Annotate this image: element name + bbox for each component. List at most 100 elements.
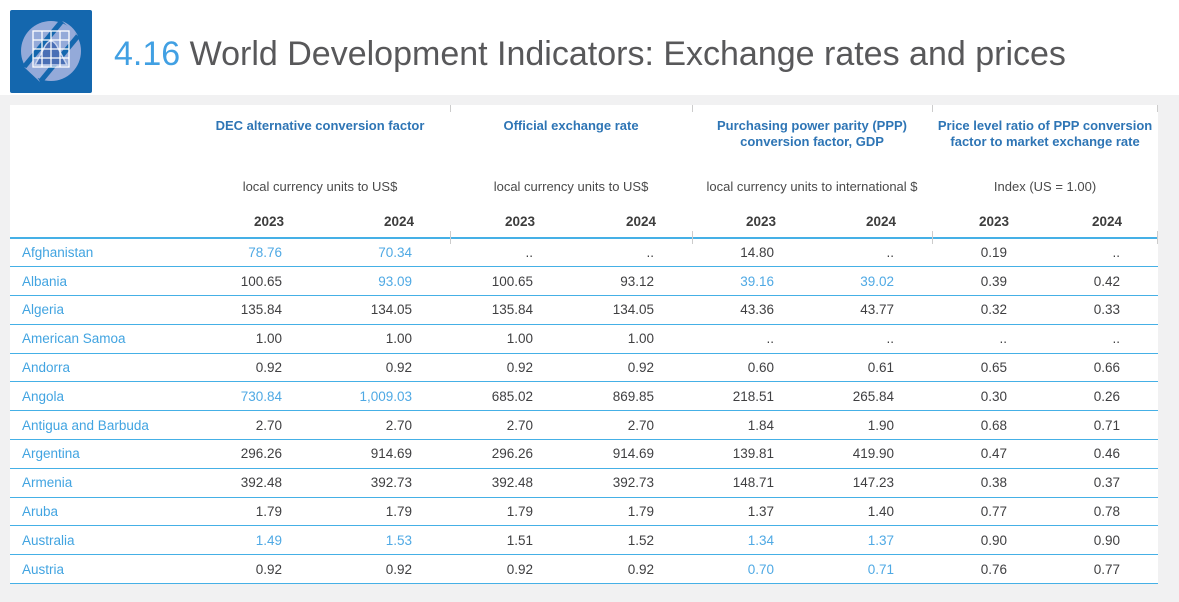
value-cell: 0.66 [1045,353,1159,383]
country-link[interactable]: Algeria [22,302,65,318]
page-title: 4.16 World Development Indicators: Excha… [114,36,1066,72]
value-cell: .. [1045,238,1159,268]
value-cell: 0.70 [692,554,813,585]
country-cell: Antigua and Barbuda [10,410,190,441]
value-cell: 914.69 [320,439,451,469]
country-link[interactable]: Austria [22,561,65,577]
value-cell: .. [1045,324,1159,354]
value-cell: 0.26 [1045,381,1159,412]
value-cell: 0.78 [1045,497,1159,527]
value-cell: 0.61 [812,353,933,383]
value-cell: 100.65 [190,266,320,297]
value-cell: 0.37 [1045,468,1159,498]
indicator-table-card: DEC alternative conversion factor Offici… [10,105,1159,585]
column-separator-tick [692,105,693,112]
value-cell: 100.65 [450,266,572,297]
country-cell: Australia [10,525,190,556]
value-cell: 1.51 [450,525,572,556]
country-link[interactable]: Afghanistan [22,245,94,261]
value-cell: 0.92 [320,554,451,585]
country-link[interactable]: Argentina [22,446,80,462]
country-cell: Albania [10,266,190,297]
column-separator-tick [692,231,693,244]
group-title-official-exchange-rate[interactable]: Official exchange rate [503,118,639,133]
country-link[interactable]: Armenia [22,475,73,491]
unit-label-ppp: local currency units to international $ [706,178,918,194]
indicator-table: DEC alternative conversion factor Offici… [10,105,1159,585]
group-title-dec-conversion-factor[interactable]: DEC alternative conversion factor [215,118,425,133]
country-link[interactable]: Australia [22,532,75,548]
unit-label-oer: local currency units to US$ [493,178,649,194]
value-cell: 0.38 [932,468,1046,498]
value-cell: 1.37 [812,525,933,556]
table-body: Afghanistan 78.76 70.34.... 14.80.. 0.19.. Al… [10,238,1159,585]
country-link[interactable]: Aruba [22,504,59,520]
value-cell: 14.80 [692,238,813,268]
value-cell: 148.71 [692,468,813,498]
value-cell: 2.70 [450,410,572,441]
value-cell: 419.90 [812,439,933,469]
value-cell: 1.79 [320,497,451,527]
value-cell: 1.90 [812,410,933,441]
value-cell: .. [571,238,693,268]
value-cell: .. [812,238,933,268]
column-separator-tick [1157,231,1158,244]
value-cell: 1.53 [320,525,451,556]
country-link[interactable]: Andorra [22,360,71,376]
value-cell: 296.26 [190,439,320,469]
value-cell: 1.37 [692,497,813,527]
country-link[interactable]: Antigua and Barbuda [22,417,149,433]
year-header: 2023 [450,205,572,239]
value-cell: 0.71 [812,554,933,585]
value-cell: 0.19 [932,238,1046,268]
group-title-row: DEC alternative conversion factor Offici… [10,105,1158,167]
value-cell: 0.60 [692,353,813,383]
value-cell: 39.16 [692,266,813,297]
value-cell: 1.52 [571,525,693,556]
value-cell: 1.00 [320,324,451,354]
country-cell: Austria [10,554,190,585]
wdi-logo [10,10,92,93]
country-column-header [10,105,190,167]
page-background: DEC alternative conversion factor Offici… [0,95,1179,602]
group-title-ppp-conversion-factor[interactable]: Purchasing power parity (PPP) conversion… [717,118,908,149]
value-cell: 0.71 [1045,410,1159,441]
value-cell: 43.77 [812,295,933,325]
table-row: Australia 1.49 1.53 1.51 1.52 1.34 1.37 0.90 0.9… [10,525,1159,556]
value-cell: 0.42 [1045,266,1159,297]
unit-spacer [10,167,190,205]
value-cell: 139.81 [692,439,813,469]
country-cell: Algeria [10,295,190,325]
value-cell: 0.30 [932,381,1046,412]
table-row: Austria 0.92 0.92 0.92 0.92 0.70 0.71 0.76 0.77 [10,554,1159,585]
country-link[interactable]: Angola [22,388,65,404]
year-header: 2023 [692,205,813,239]
value-cell: 0.65 [932,353,1046,383]
value-cell: 0.92 [571,554,693,585]
column-separator-tick [450,231,451,244]
value-cell: 134.05 [571,295,693,325]
table-number: 4.16 [114,35,181,73]
country-link[interactable]: American Samoa [22,331,126,347]
column-separator-tick [1157,105,1158,112]
country-link[interactable]: Albania [22,273,68,289]
value-cell: 0.33 [1045,295,1159,325]
value-cell: 1.40 [812,497,933,527]
value-cell: 392.73 [320,468,451,498]
page-header: 4.16 World Development Indicators: Excha… [0,0,1179,95]
value-cell: 93.09 [320,266,451,297]
unit-row: local currency units to US$ local curren… [10,167,1158,205]
value-cell: 0.77 [932,497,1046,527]
year-header: 2024 [320,205,451,239]
value-cell: 1,009.03 [320,381,451,412]
group-title-price-level-ratio[interactable]: Price level ratio of PPP conversion fact… [937,118,1153,149]
year-header: 2023 [190,205,320,239]
value-cell: .. [932,324,1046,354]
value-cell: 0.39 [932,266,1046,297]
value-cell: 1.79 [571,497,693,527]
year-header: 2023 [932,205,1046,239]
value-cell: 1.49 [190,525,320,556]
value-cell: 135.84 [450,295,572,325]
value-cell: 730.84 [190,381,320,412]
value-cell: 134.05 [320,295,451,325]
